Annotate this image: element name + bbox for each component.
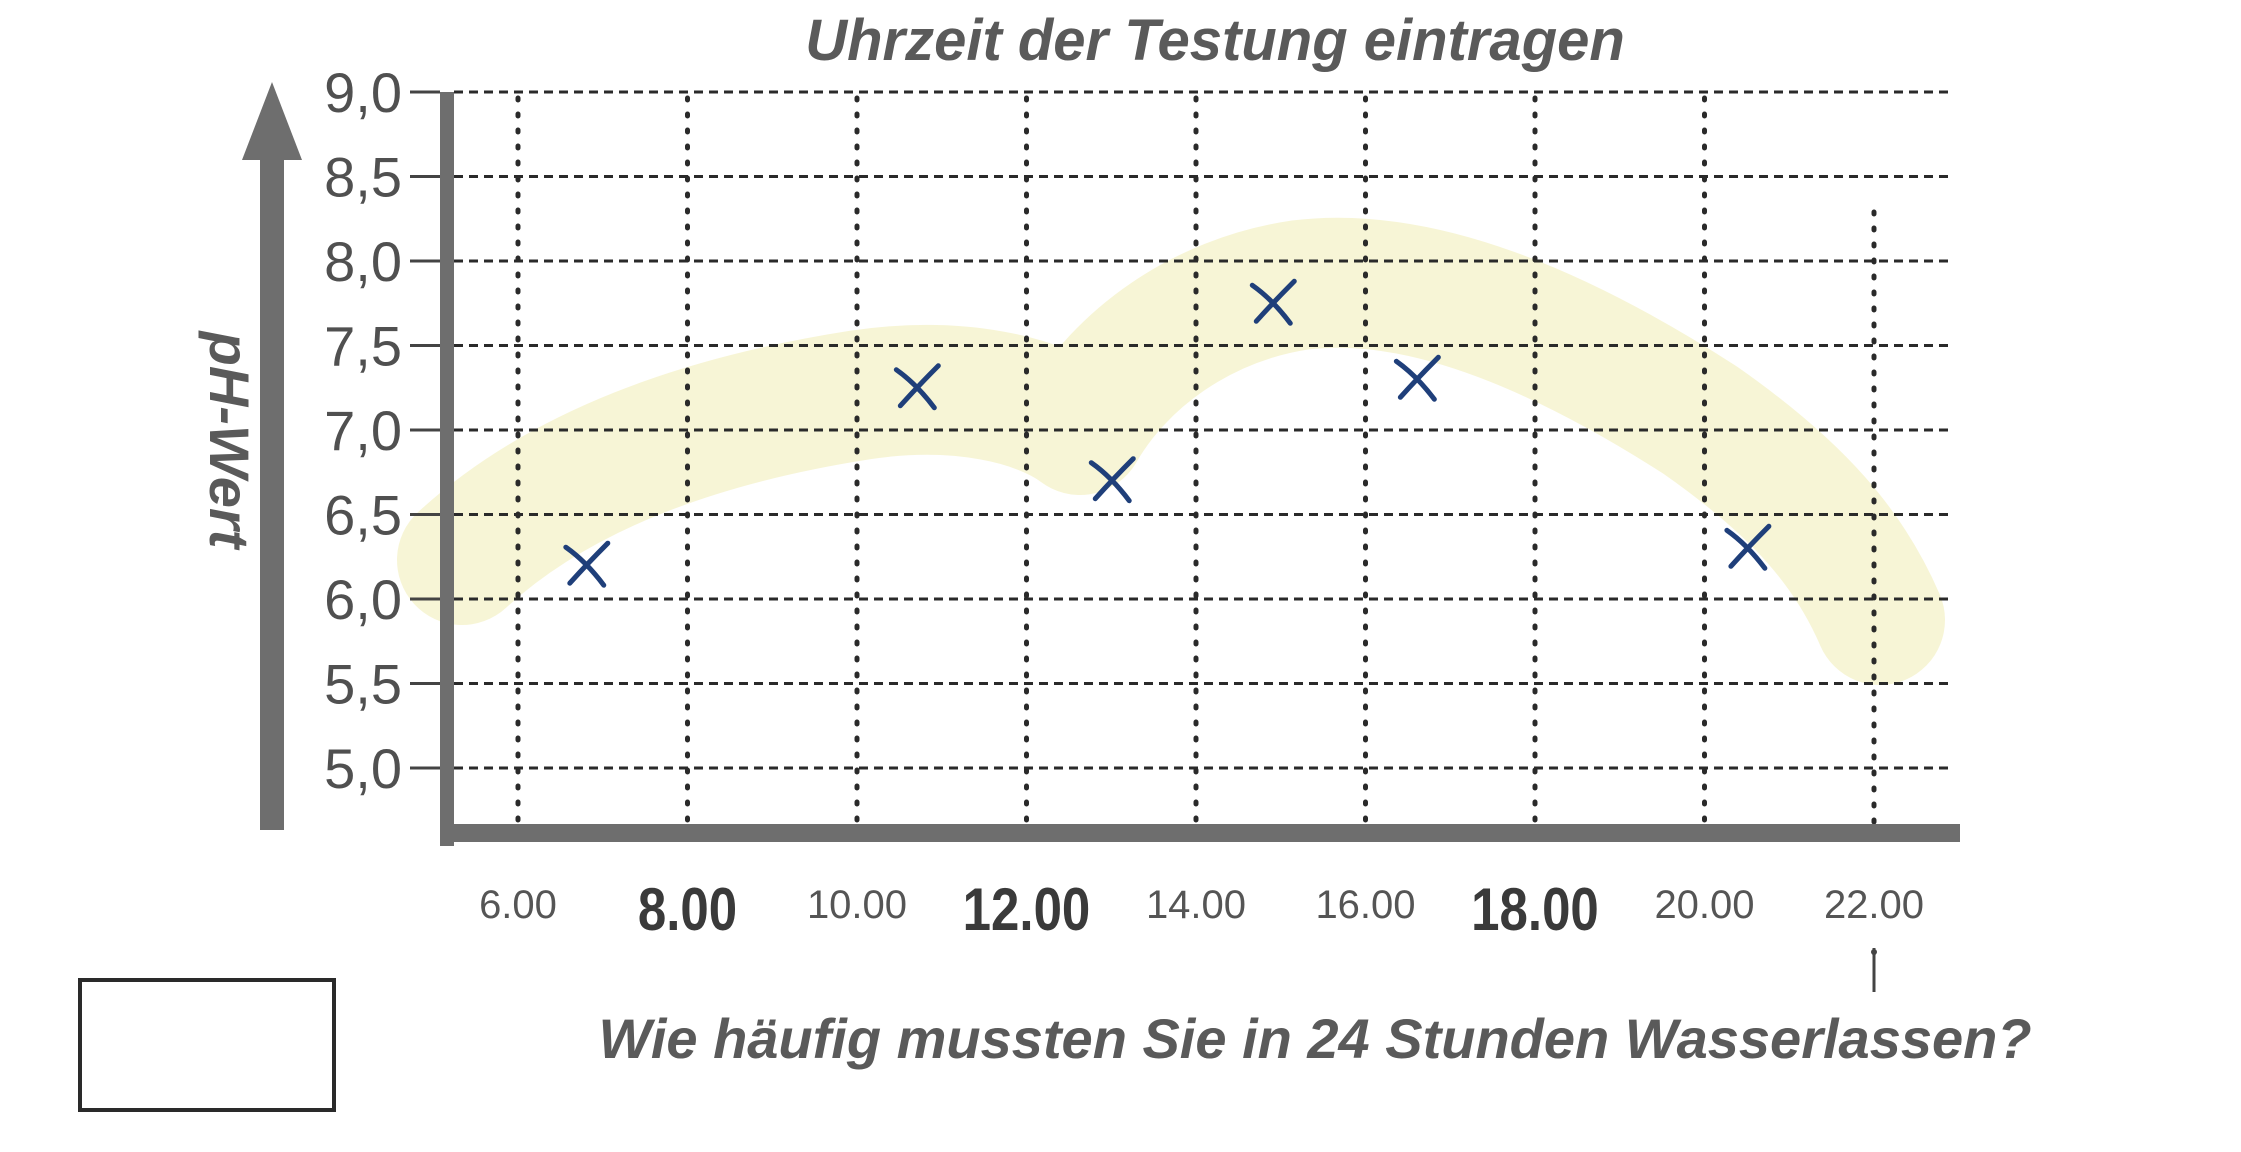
y-axis-arrow	[242, 82, 302, 830]
data-point-marker	[1249, 278, 1297, 326]
y-tick-label: 7,5	[324, 315, 402, 378]
x-tick-label: 22.00	[1824, 883, 1924, 927]
y-tick-label: 5,0	[324, 737, 402, 800]
highlighter-band	[397, 217, 1945, 685]
data-point-marker	[563, 540, 611, 588]
y-axis-label: pH-Wert	[198, 330, 261, 551]
data-point-marker	[1724, 523, 1772, 571]
x-tick-label: 8.00	[638, 876, 737, 943]
answer-box[interactable]	[78, 978, 336, 1112]
x-tick-label: 14.00	[1146, 883, 1246, 927]
data-markers	[563, 278, 1772, 588]
y-tick-labels: 9,0 8,5 8,0 7,5 7,0 6,5 6,0 5,5 5,0	[324, 61, 402, 800]
y-tick-label: 6,0	[324, 568, 402, 631]
y-axis-line	[440, 92, 454, 846]
x-tick-label: 10.00	[807, 883, 907, 927]
y-tick-label: 7,0	[324, 399, 402, 462]
data-point-marker	[1088, 456, 1136, 504]
x-tick-label: 20.00	[1654, 883, 1754, 927]
y-tick-label: 5,5	[324, 653, 402, 716]
data-point-marker	[1393, 354, 1441, 402]
grid	[410, 90, 1950, 827]
y-tick-label: 8,0	[324, 230, 402, 293]
x-tick-label: 6.00	[479, 883, 557, 927]
footer-question: Wie häufig mussten Sie in 24 Stunden Was…	[598, 1007, 2031, 1070]
chart-title: Uhrzeit der Testung eintragen	[805, 8, 1625, 73]
y-tick-label: 8,5	[324, 146, 402, 209]
x-axis-line	[440, 824, 1960, 842]
x-tick-label: 16.00	[1315, 883, 1415, 927]
y-tick-label: 9,0	[324, 61, 402, 124]
x-tick-label: 18.00	[1471, 876, 1599, 943]
y-tick-label: 6,5	[324, 484, 402, 547]
x-tick-label: 12.00	[963, 876, 1091, 943]
x-tick-labels: 6.00 8.00 10.00 12.00 14.00 16.00 18.00 20.00 22…	[479, 876, 1924, 943]
data-point-marker	[893, 363, 941, 411]
x-end-marker	[1871, 948, 1877, 992]
